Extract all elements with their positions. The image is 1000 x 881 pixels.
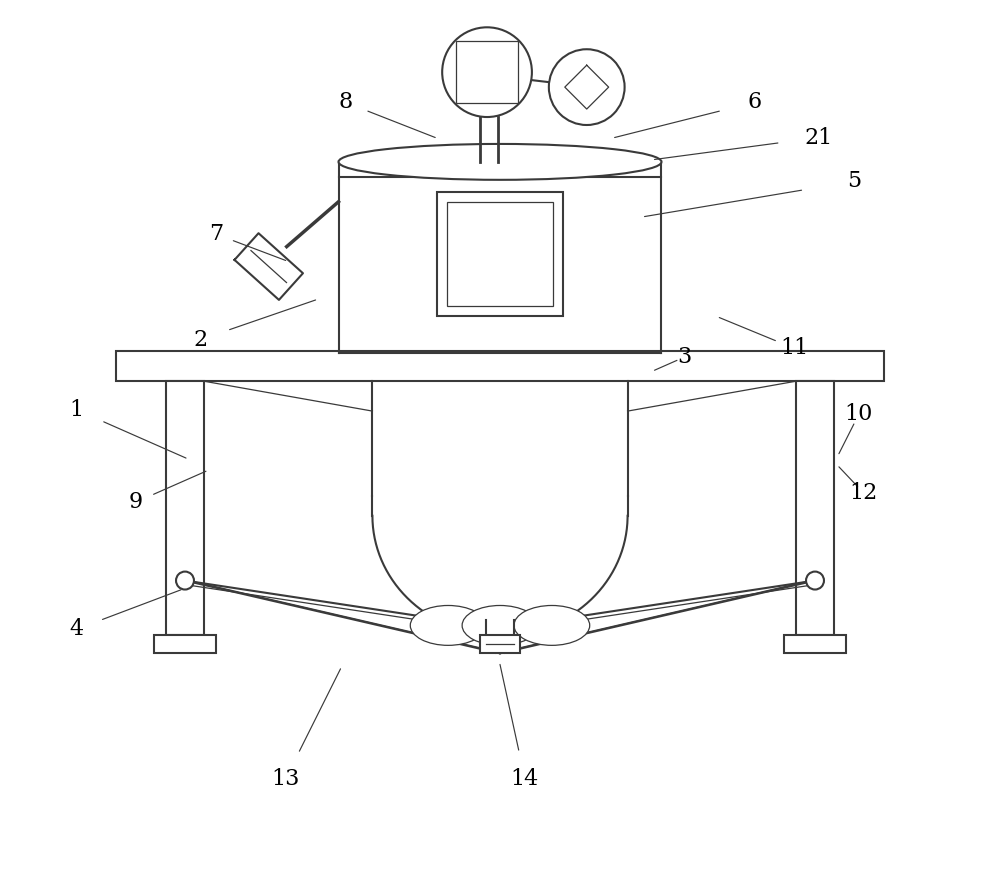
Circle shape xyxy=(806,572,824,589)
Text: 5: 5 xyxy=(847,170,861,192)
Text: 2: 2 xyxy=(194,329,208,351)
Bar xyxy=(166,381,204,635)
Text: 6: 6 xyxy=(747,92,761,114)
Bar xyxy=(116,352,884,381)
Text: 4: 4 xyxy=(69,618,83,640)
Text: 11: 11 xyxy=(780,337,808,359)
Bar xyxy=(784,635,846,654)
Text: 14: 14 xyxy=(511,767,539,789)
Ellipse shape xyxy=(462,605,538,646)
Text: 3: 3 xyxy=(677,346,692,368)
Text: 10: 10 xyxy=(845,403,873,426)
Bar xyxy=(480,635,520,654)
Bar xyxy=(437,192,563,316)
Ellipse shape xyxy=(410,605,486,646)
Circle shape xyxy=(176,572,194,589)
Bar xyxy=(154,635,216,654)
Text: 12: 12 xyxy=(850,482,878,504)
Text: 8: 8 xyxy=(338,92,353,114)
Text: 1: 1 xyxy=(69,399,83,421)
Text: 9: 9 xyxy=(129,491,143,513)
Ellipse shape xyxy=(514,605,590,646)
Text: 13: 13 xyxy=(271,767,300,789)
Bar xyxy=(796,381,834,635)
Circle shape xyxy=(549,49,625,125)
Circle shape xyxy=(442,27,532,117)
Bar xyxy=(447,202,553,307)
Bar xyxy=(456,41,518,103)
Text: 21: 21 xyxy=(805,127,833,149)
Text: 7: 7 xyxy=(209,223,223,245)
Ellipse shape xyxy=(339,144,661,180)
